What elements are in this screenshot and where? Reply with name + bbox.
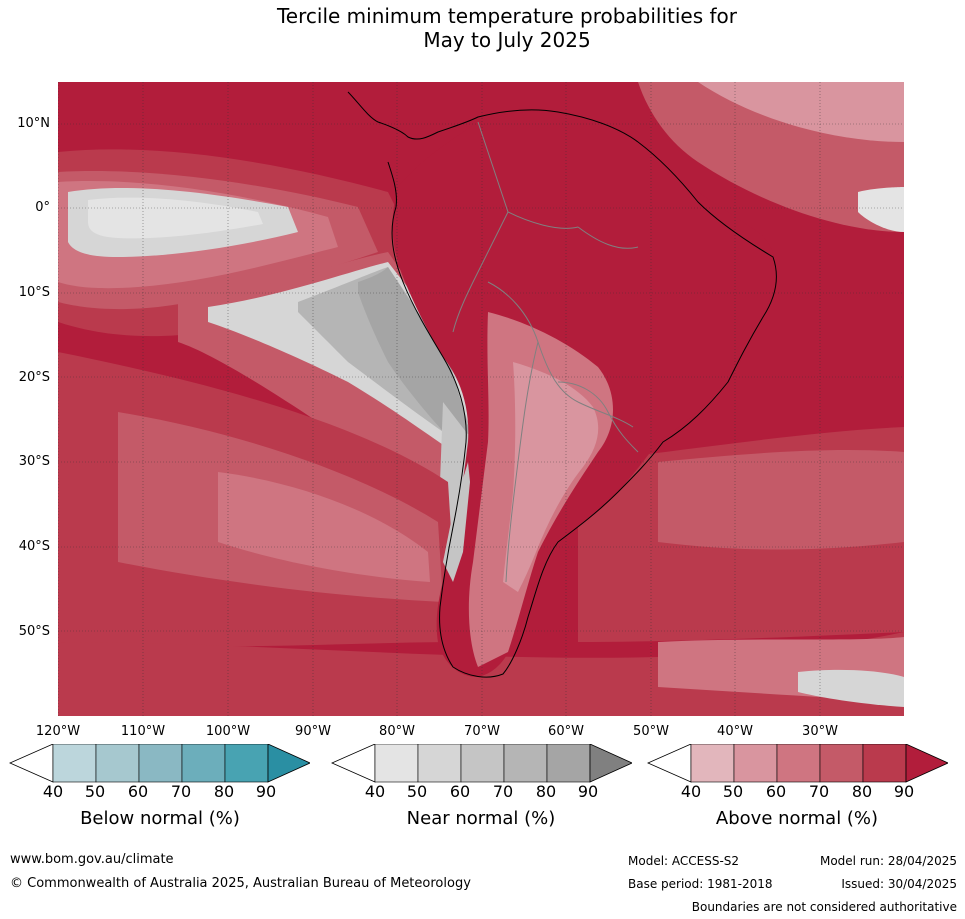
colorbar-extend-high (905, 744, 948, 783)
south-atlantic-band-70 (658, 450, 904, 550)
colorbar-tick: 80 (851, 782, 873, 801)
pacific-near-equator-light (88, 197, 263, 239)
colorbar-segment (181, 744, 226, 783)
title-line-2: May to July 2025 (423, 28, 591, 52)
colorbar-tick: 70 (492, 782, 514, 801)
colorbar-tick: 90 (255, 782, 277, 801)
lon-label-90w: 90°W (295, 724, 331, 739)
title-line-1: Tercile minimum temperature probabilitie… (276, 4, 738, 28)
colorbar-tick: 50 (84, 782, 106, 801)
colorbar-tick: 40 (364, 782, 386, 801)
footer-copyright: © Commonwealth of Australia 2025, Austra… (10, 876, 471, 891)
footer-model: Model: ACCESS-S2 (628, 854, 740, 868)
colorbar-tick: 40 (42, 782, 64, 801)
lon-label-60w: 60°W (548, 724, 584, 739)
map-canvas (58, 82, 904, 716)
colorbar-tick: 80 (535, 782, 557, 801)
continent-interior-band-50 (503, 362, 599, 592)
colorbar-below-title: Below normal (%) (80, 808, 240, 829)
colorbar-tick: 60 (127, 782, 149, 801)
colorbar-segment (52, 744, 97, 783)
lon-label-70w: 70°W (464, 724, 500, 739)
colorbar-tick: 90 (893, 782, 915, 801)
colorbar-extend-high (267, 744, 310, 783)
colorbar-above-title: Above normal (%) (715, 808, 879, 829)
colorbar-segment (690, 744, 735, 783)
north-atlantic-band-50 (698, 82, 904, 142)
colorbar-segment (503, 744, 548, 783)
lon-label-40w: 40°W (717, 724, 753, 739)
colorbar-tick: 70 (170, 782, 192, 801)
colorbar-near-normal (331, 744, 632, 783)
colorbar-tick: 60 (765, 782, 787, 801)
colorbar-segment (862, 744, 907, 783)
lat-label-30s: 30°S (18, 454, 50, 469)
colorbar-tick: 40 (680, 782, 702, 801)
colorbar-above-normal (647, 744, 948, 783)
south-pacific-band-60 (218, 472, 430, 582)
colorbar-extend-low (647, 744, 692, 783)
equatorial-atlantic-near (858, 187, 904, 232)
lat-label-50s: 50°S (18, 624, 50, 639)
lat-label-10n: 10°N (17, 116, 50, 131)
colorbar-segment (776, 744, 821, 783)
footer-boundaries: Boundaries are not considered authoritat… (691, 900, 957, 914)
grid-lines (58, 82, 904, 716)
footer-issued: Issued: 30/04/2025 (841, 877, 957, 891)
footer-base-period: Base period: 1981-2018 (628, 877, 773, 891)
colorbar-segment (95, 744, 140, 783)
colorbar-segment (138, 744, 183, 783)
footer-model-run: Model run: 28/04/2025 (819, 854, 957, 868)
lon-label-50w: 50°W (633, 724, 669, 739)
lat-label-40s: 40°S (18, 539, 50, 554)
lon-label-80w: 80°W (379, 724, 415, 739)
colorbar-tick: 90 (577, 782, 599, 801)
southern-ocean-near (798, 669, 904, 707)
colorbar-extend-low (331, 744, 376, 783)
colorbar-segment (546, 744, 591, 783)
footer-url: www.bom.gov.au/climate (10, 852, 174, 867)
peru-coast-near-80 (358, 267, 470, 447)
colorbar-segment (733, 744, 778, 783)
lat-label-0: 0° (35, 200, 50, 215)
colorbar-segment (224, 744, 269, 783)
coastline (347, 91, 777, 678)
colorbar-segment (374, 744, 419, 783)
colorbar-segment (819, 744, 864, 783)
probability-map (58, 82, 904, 716)
colorbar-tick: 80 (213, 782, 235, 801)
lon-label-30w: 30°W (802, 724, 838, 739)
colorbar-tick: 70 (808, 782, 830, 801)
colorbar-tick: 50 (722, 782, 744, 801)
colorbar-below-normal (9, 744, 310, 783)
colorbar-tick: 50 (406, 782, 428, 801)
andes-near-normal (443, 462, 470, 582)
colorbar-extend-low (9, 744, 54, 783)
lon-label-110w: 110°W (120, 724, 166, 739)
colorbar-segment (460, 744, 505, 783)
lon-label-100w: 100°W (205, 724, 251, 739)
lat-label-20s: 20°S (18, 370, 50, 385)
colorbar-segment (417, 744, 462, 783)
lat-label-10s: 10°S (18, 285, 50, 300)
lon-label-120w: 120°W (35, 724, 81, 739)
colorbar-extend-high (589, 744, 632, 783)
country-borders (452, 121, 639, 583)
map-title: Tercile minimum temperature probabilitie… (0, 4, 965, 52)
colorbar-near-title: Near normal (%) (406, 808, 556, 829)
colorbar-tick: 60 (449, 782, 471, 801)
